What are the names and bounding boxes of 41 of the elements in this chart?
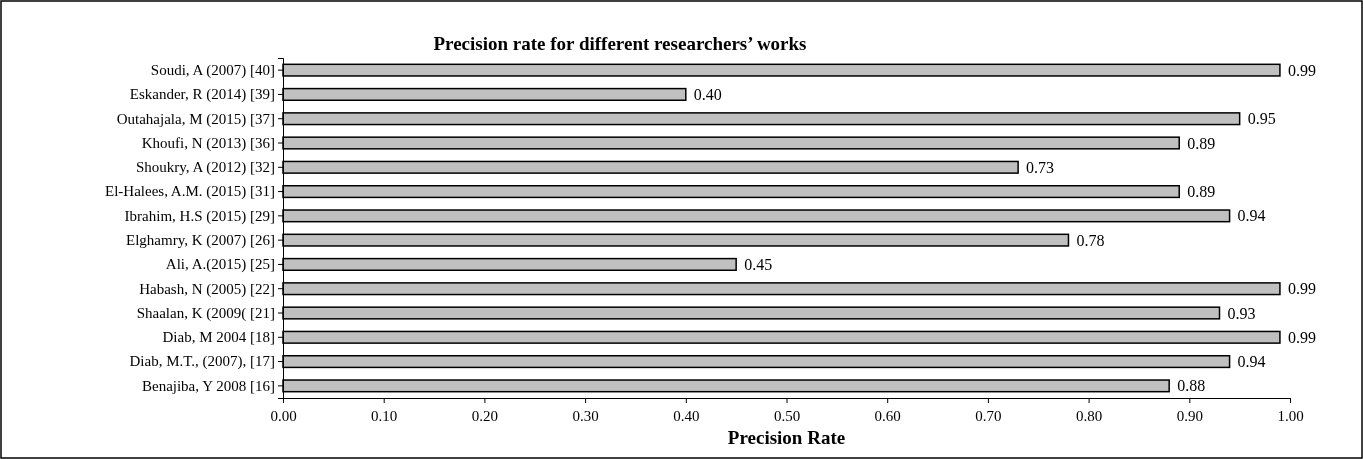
x-tick-label: 0.20	[471, 408, 499, 424]
x-tick-label: 1.00	[1277, 408, 1304, 424]
x-tick-label: 0.40	[673, 408, 700, 424]
data-label: 0.99	[1287, 328, 1316, 346]
data-label: 0.40	[693, 86, 722, 104]
x-tick-label: 0.30	[572, 408, 599, 424]
x-tick-label: 0.90	[1176, 408, 1203, 424]
data-label: 0.88	[1177, 377, 1206, 395]
y-tick-label: Elghamry, K (2007) [26]	[126, 231, 275, 249]
y-tick-label: Benajiba, Y 2008 [16]	[141, 377, 275, 394]
y-tick-label: Shaalan, K (2009( [21]	[136, 304, 275, 322]
y-tick-label: Ali, A.(2015) [25]	[165, 256, 275, 274]
data-label: 0.94	[1237, 207, 1266, 225]
y-tick-label: Diab, M 2004 [18]	[162, 329, 275, 346]
data-label: 0.93	[1227, 304, 1256, 322]
y-tick-label: Eskander, R (2014) [39]	[129, 86, 275, 104]
x-tick-label: 0.00	[270, 408, 297, 424]
y-tick-label: Shoukry, A (2012) [32]	[135, 159, 275, 177]
data-label: 0.78	[1076, 231, 1105, 249]
x-axis-title: Precision Rate	[727, 427, 846, 448]
data-label: 0.99	[1287, 280, 1316, 298]
y-tick-label: El-Halees, A.M. (2015) [31]	[105, 183, 275, 201]
y-tick-label: Soudi, A (2007) [40]	[150, 61, 275, 79]
data-label: 0.95	[1247, 110, 1276, 128]
data-label: 0.89	[1187, 134, 1216, 152]
x-tick-label: 0.60	[874, 408, 901, 424]
x-tick-label: 0.50	[773, 408, 801, 424]
x-tick-label: 0.10	[371, 408, 398, 424]
x-tick-label: 0.70	[975, 408, 1002, 424]
data-label: 0.73	[1026, 158, 1055, 176]
y-tick-label: Diab, M.T., (2007), [17]	[129, 353, 275, 371]
data-label: 0.45	[744, 256, 773, 274]
data-label: 0.89	[1187, 183, 1216, 201]
data-label: 0.99	[1287, 61, 1316, 79]
y-tick-label: Habash, N (2005) [22]	[139, 280, 275, 298]
y-tick-label: Khoufi, N (2013) [36]	[141, 134, 275, 152]
chart-title: Precision rate for different researchers’ works	[433, 33, 807, 54]
y-tick-label: Ibrahim, H.S (2015) [29]	[124, 207, 275, 225]
data-label: 0.94	[1237, 353, 1266, 371]
y-tick-label: Outahajala, M (2015) [37]	[116, 110, 275, 128]
x-tick-label: 0.80	[1075, 408, 1103, 424]
